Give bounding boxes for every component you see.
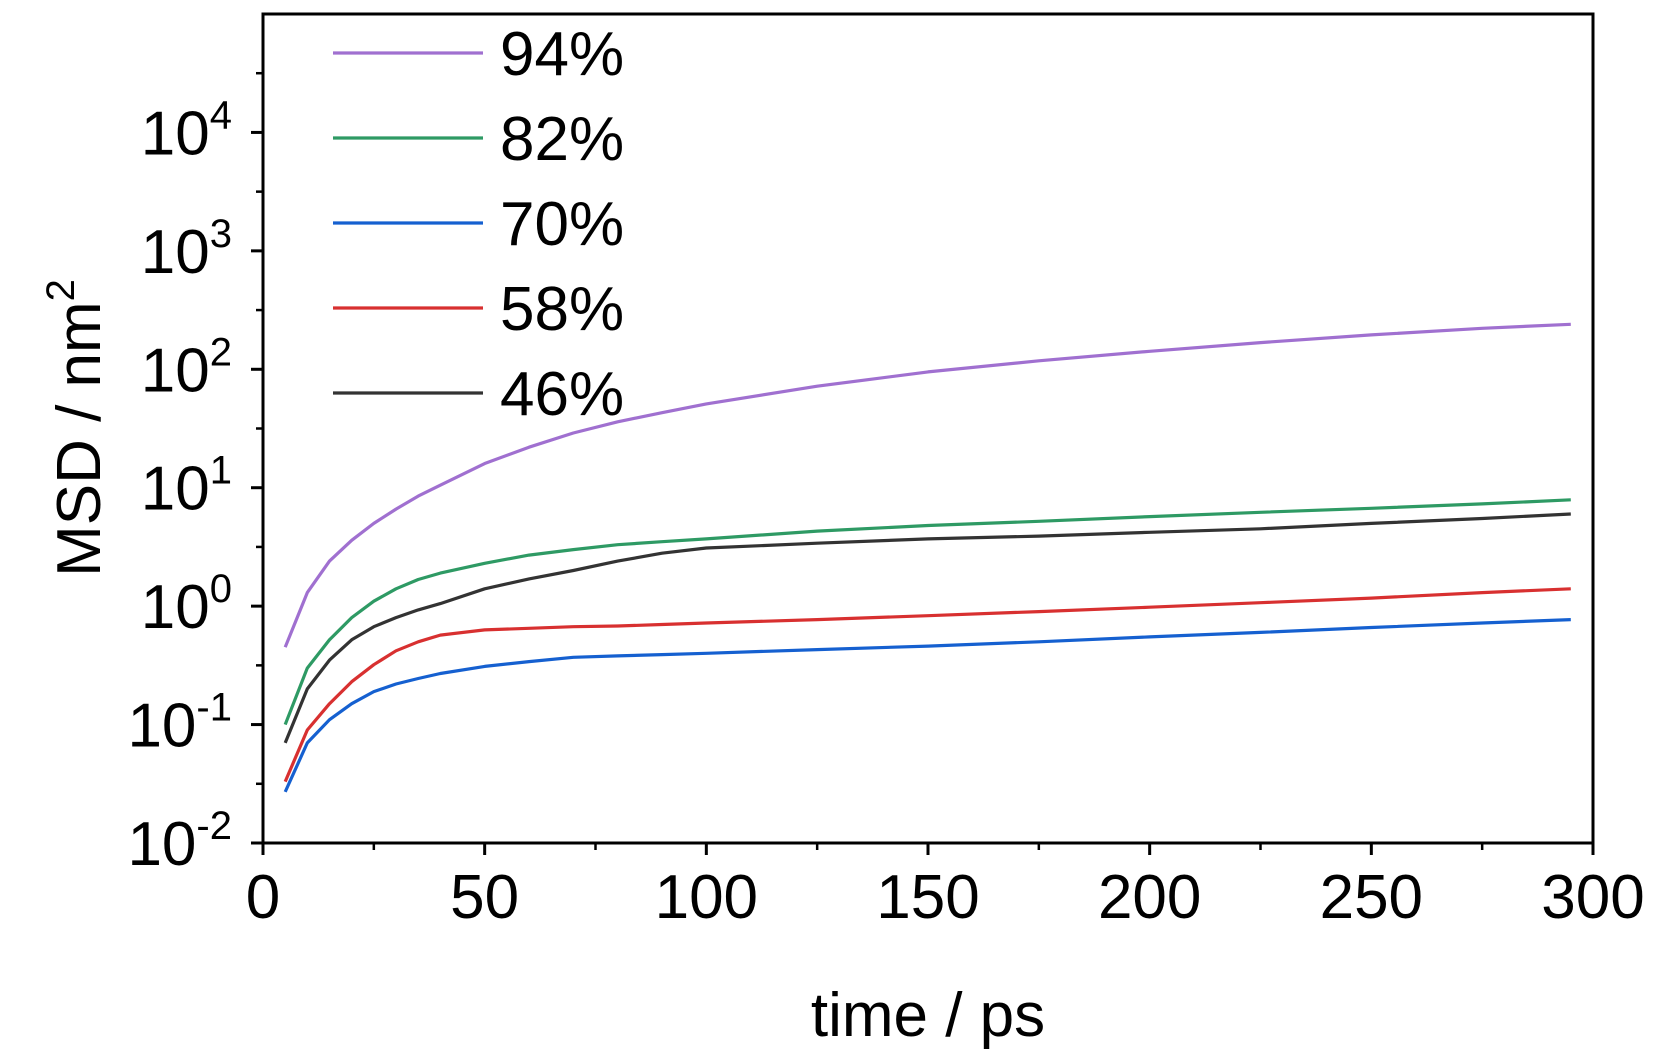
y-axis-title: MSD / nm2: [39, 279, 114, 577]
legend-label-2: 70%: [500, 190, 624, 259]
y-tick-label: 100: [141, 567, 232, 642]
x-tick-label: 300: [1541, 863, 1644, 932]
y-tick-exponent: 4: [210, 93, 232, 137]
x-tick-label: 0: [246, 863, 280, 932]
series-lines: [283, 322, 1571, 793]
x-tick-label: 150: [876, 863, 979, 932]
legend-label-4: 46%: [500, 360, 624, 429]
y-tick-exponent: 2: [210, 330, 232, 374]
series-line-1: [283, 498, 1571, 726]
x-tick-label: 50: [450, 863, 519, 932]
y-tick-base: 10: [141, 455, 210, 524]
y-tick-exponent: -1: [196, 686, 232, 730]
y-tick-exponent: 1: [210, 449, 232, 493]
x-tick-label: 250: [1320, 863, 1423, 932]
y-tick-label: 102: [141, 330, 232, 405]
y-axis-title-exponent: 2: [39, 279, 83, 301]
y-tick-label: 103: [141, 212, 232, 287]
y-tick-base: 10: [141, 336, 210, 405]
legend-label-3: 58%: [500, 275, 624, 344]
series-line-0: [283, 322, 1571, 648]
y-tick-label: 10-1: [127, 686, 232, 761]
y-tick-label: 10-2: [127, 804, 232, 879]
y-axis-title-main: MSD / nm: [45, 301, 114, 577]
y-tick-label: 101: [141, 449, 232, 524]
y-tick-base: 10: [141, 573, 210, 642]
series-line-2: [283, 618, 1571, 793]
legend: 94% 82% 70% 58% 46%: [333, 20, 624, 429]
y-tick-base: 10: [141, 99, 210, 168]
y-tick-exponent: 3: [210, 212, 232, 256]
legend-label-0: 94%: [500, 20, 624, 89]
series-line-3: [283, 587, 1571, 783]
y-tick-base: 10: [141, 218, 210, 287]
y-tick-base: 10: [127, 810, 196, 879]
x-tick-label: 100: [655, 863, 758, 932]
y-tick-exponent: 0: [210, 567, 232, 611]
y-tick-label: 104: [141, 93, 232, 168]
x-tick-label: 200: [1098, 863, 1201, 932]
series-line-4: [283, 512, 1571, 744]
y-tick-base: 10: [127, 692, 196, 761]
axis-ticks: 0 50 100 150 200 250 30010-210-110010110210310…: [127, 71, 1645, 932]
x-axis-title: time / ps: [811, 981, 1045, 1050]
legend-label-1: 82%: [500, 105, 624, 174]
y-tick-exponent: -2: [196, 804, 232, 848]
